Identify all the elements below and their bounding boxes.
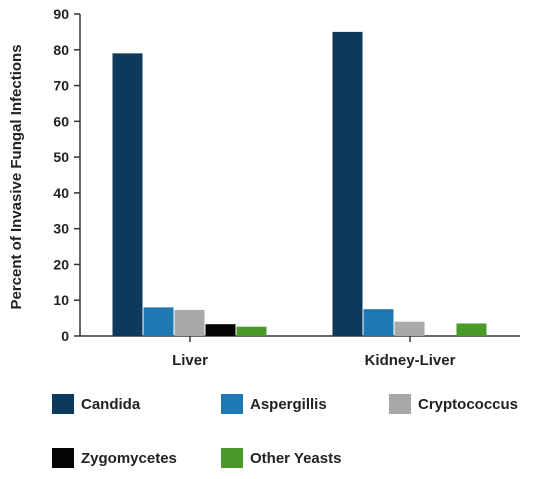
bar-aspergillis-liver — [143, 307, 174, 336]
legend-swatch-candida — [52, 394, 74, 414]
y-tick-label: 50 — [53, 149, 69, 165]
legend-label-candida: Candida — [81, 395, 141, 413]
legend-label-zygomycetes: Zygomycetes — [81, 449, 177, 467]
legend-label-other-yeasts: Other Yeasts — [250, 449, 342, 467]
legend-item-aspergillis: Aspergillis — [221, 394, 327, 414]
x-tick-label-liver: Liver — [172, 352, 208, 369]
legend-item-candida: Candida — [52, 394, 140, 414]
bar-zygomycetes-liver — [205, 324, 236, 336]
bar-cryptococcus-kidney-liver — [394, 321, 425, 336]
legend-swatch-other-yeasts — [221, 448, 243, 468]
bar-aspergillis-kidney-liver — [363, 309, 394, 336]
chart: 0 10 20 30 40 50 60 70 80 90 Liver Kidney-Liver Pe… — [8, 6, 520, 369]
y-axis-title: Percent of Invasive Fungal Infections — [8, 44, 25, 309]
legend-label-aspergillis: Aspergillis — [250, 395, 327, 413]
x-axis: Liver Kidney-Liver — [80, 335, 520, 369]
y-tick-label: 20 — [53, 256, 69, 272]
y-axis: 0 10 20 30 40 50 60 70 80 90 — [53, 6, 81, 344]
legend-swatch-cryptococcus — [389, 394, 411, 414]
y-tick-label: 30 — [53, 221, 69, 237]
legend-item-zygomycetes: Zygomycetes — [52, 448, 177, 468]
bar-cryptococcus-liver — [174, 309, 205, 336]
bar-candida-kidney-liver — [332, 31, 363, 337]
legend-swatch-zygomycetes — [52, 448, 74, 468]
y-tick-label: 40 — [53, 185, 69, 201]
y-tick-label: 80 — [53, 42, 69, 58]
legend-item-other-yeasts: Other Yeasts — [221, 448, 341, 468]
x-tick-label-kidney-liver: Kidney-Liver — [365, 352, 456, 369]
y-tick-label: 60 — [53, 113, 69, 129]
y-tick-label: 0 — [61, 328, 69, 344]
y-tick-label: 10 — [53, 292, 69, 308]
bar-candida-liver — [112, 53, 143, 336]
y-tick-label: 70 — [53, 78, 69, 94]
legend-item-cryptococcus: Cryptococcus — [389, 394, 518, 414]
bars — [112, 31, 487, 337]
y-tick-label: 90 — [53, 6, 69, 22]
legend-label-cryptococcus: Cryptococcus — [418, 395, 519, 413]
bar-other-yeasts-kidney-liver — [456, 323, 487, 336]
legend-swatch-aspergillis — [221, 394, 243, 414]
bar-other-yeasts-liver — [236, 326, 267, 336]
